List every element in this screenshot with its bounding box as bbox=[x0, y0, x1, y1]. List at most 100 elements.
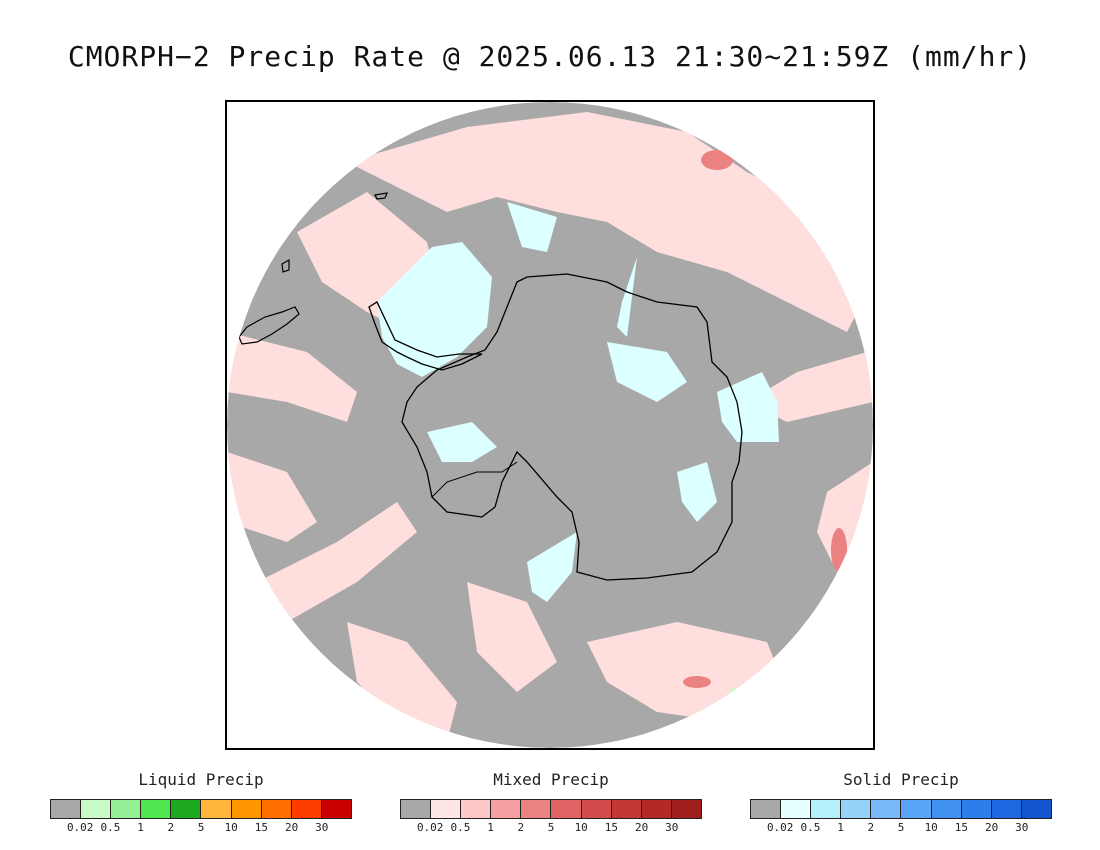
legend-tick-label: 2 bbox=[517, 821, 525, 834]
legend-swatch bbox=[231, 800, 262, 818]
legend-tick-label: 5 bbox=[197, 821, 205, 834]
legend-swatch bbox=[111, 800, 142, 818]
antarctica-coastline bbox=[401, 273, 743, 581]
legend-swatch bbox=[581, 800, 612, 818]
legend-swatch bbox=[551, 800, 582, 818]
legend-ticks: 0.02 0.5 1 2 5 10 15 20 30 bbox=[400, 821, 702, 837]
legend-liquid: Liquid Precip 0.02 0.5 1 2 5 10 15 20 30 bbox=[50, 770, 352, 837]
legend-tick-label: 0.02 bbox=[416, 821, 444, 834]
legend-tick-label: 0.02 bbox=[66, 821, 94, 834]
solid-precip-area bbox=[507, 202, 557, 252]
liquid-precip-patch bbox=[729, 688, 745, 696]
legend-swatch bbox=[841, 800, 872, 818]
legend-tick-label: 10 bbox=[574, 821, 588, 834]
liquid-precip-patch bbox=[673, 722, 701, 734]
solid-precip-areas bbox=[377, 202, 779, 602]
legend-title: Solid Precip bbox=[843, 770, 959, 789]
legend-swatch bbox=[141, 800, 172, 818]
legend-swatch bbox=[401, 800, 432, 818]
solid-precip-area bbox=[677, 462, 717, 522]
legend-color-bar bbox=[50, 799, 352, 819]
legend-ticks: 0.02 0.5 1 2 5 10 15 20 30 bbox=[750, 821, 1052, 837]
solid-precip-area bbox=[527, 532, 577, 602]
legend-swatch bbox=[461, 800, 492, 818]
legend-tick-label: 5 bbox=[897, 821, 905, 834]
solid-precip-area bbox=[427, 422, 497, 462]
mixed-precip-area bbox=[467, 582, 557, 692]
legend-tick-label: 30 bbox=[665, 821, 679, 834]
legend-swatch bbox=[811, 800, 842, 818]
map-frame bbox=[225, 100, 875, 750]
legend-tick-label: 15 bbox=[604, 821, 619, 834]
mixed-precip-patch bbox=[683, 676, 711, 688]
legend-mixed: Mixed Precip 0.02 0.5 1 2 5 10 15 20 30 bbox=[400, 770, 702, 837]
legend-tick-label: 15 bbox=[954, 821, 969, 834]
legend-tick-label: 10 bbox=[224, 821, 238, 834]
legend-swatch bbox=[871, 800, 902, 818]
mixed-precip-areas bbox=[227, 112, 873, 742]
legend-swatch bbox=[431, 800, 462, 818]
legend-swatch bbox=[1021, 800, 1051, 818]
legend-tick-label: 30 bbox=[315, 821, 329, 834]
legend-swatch bbox=[781, 800, 812, 818]
antarctic-peninsula-coastline bbox=[368, 301, 483, 371]
legend-tick-label: 15 bbox=[254, 821, 269, 834]
legend-title: Mixed Precip bbox=[493, 770, 609, 789]
legend-swatch bbox=[931, 800, 962, 818]
legend-swatch bbox=[961, 800, 992, 818]
legend-tick-label: 0.02 bbox=[766, 821, 794, 834]
legend-tick-label: 20 bbox=[284, 821, 299, 834]
polar-projection-map bbox=[227, 102, 873, 748]
legend-tick-label: 30 bbox=[1015, 821, 1029, 834]
legend-color-bar bbox=[400, 799, 702, 819]
mixed-precip-patch bbox=[831, 528, 847, 572]
map-title: CMORPH−2 Precip Rate @ 2025.06.13 21:30~… bbox=[67, 40, 1033, 73]
solid-precip-area bbox=[607, 342, 687, 402]
mixed-precip-area bbox=[347, 622, 457, 742]
legend-tick-label: 1 bbox=[137, 821, 144, 834]
mixed-precip-patch bbox=[701, 150, 733, 170]
legend-swatch bbox=[641, 800, 672, 818]
legend-tick-label: 0.5 bbox=[100, 821, 121, 834]
legend-tick-label: 0.5 bbox=[800, 821, 821, 834]
solid-precip-area bbox=[377, 242, 492, 377]
legend-swatch bbox=[261, 800, 292, 818]
legend-swatch bbox=[521, 800, 552, 818]
legend-tick-label: 1 bbox=[837, 821, 844, 834]
legend-swatch bbox=[291, 800, 322, 818]
legend-swatch bbox=[81, 800, 112, 818]
legend-tick-label: 5 bbox=[547, 821, 555, 834]
legend-swatch bbox=[991, 800, 1022, 818]
legend-tick-label: 20 bbox=[984, 821, 999, 834]
legend-swatch bbox=[171, 800, 202, 818]
mixed-precip-area bbox=[227, 452, 317, 542]
legend-title: Liquid Precip bbox=[138, 770, 264, 789]
legend-swatch bbox=[611, 800, 642, 818]
legend-swatch bbox=[491, 800, 522, 818]
falkland-islands bbox=[281, 258, 290, 273]
legend-tick-label: 0.5 bbox=[450, 821, 471, 834]
south-georgia-island bbox=[374, 192, 388, 200]
legend-ticks: 0.02 0.5 1 2 5 10 15 20 30 bbox=[50, 821, 352, 837]
legend-tick-label: 1 bbox=[487, 821, 494, 834]
ross-ice-shelf-edge bbox=[431, 461, 518, 498]
mixed-precip-area bbox=[347, 112, 873, 332]
south-america-coastline bbox=[238, 306, 300, 345]
mixed-precip-area bbox=[257, 502, 417, 622]
liquid-precip-patch bbox=[399, 730, 455, 748]
legend-swatch bbox=[671, 800, 701, 818]
legend-tick-label: 2 bbox=[167, 821, 175, 834]
legend-swatch bbox=[51, 800, 82, 818]
legend-color-bar bbox=[750, 799, 1052, 819]
legend-swatch bbox=[201, 800, 232, 818]
mixed-precip-area bbox=[227, 332, 357, 422]
legend-tick-label: 10 bbox=[924, 821, 938, 834]
legend-tick-label: 20 bbox=[634, 821, 649, 834]
mixed-precip-area bbox=[747, 352, 873, 422]
legend-swatch bbox=[321, 800, 351, 818]
legend-tick-label: 2 bbox=[867, 821, 875, 834]
legend-swatch bbox=[901, 800, 932, 818]
legend-swatch bbox=[751, 800, 782, 818]
solid-precip-area bbox=[617, 257, 637, 337]
legend-solid: Solid Precip 0.02 0.5 1 2 5 10 15 20 30 bbox=[750, 770, 1052, 837]
